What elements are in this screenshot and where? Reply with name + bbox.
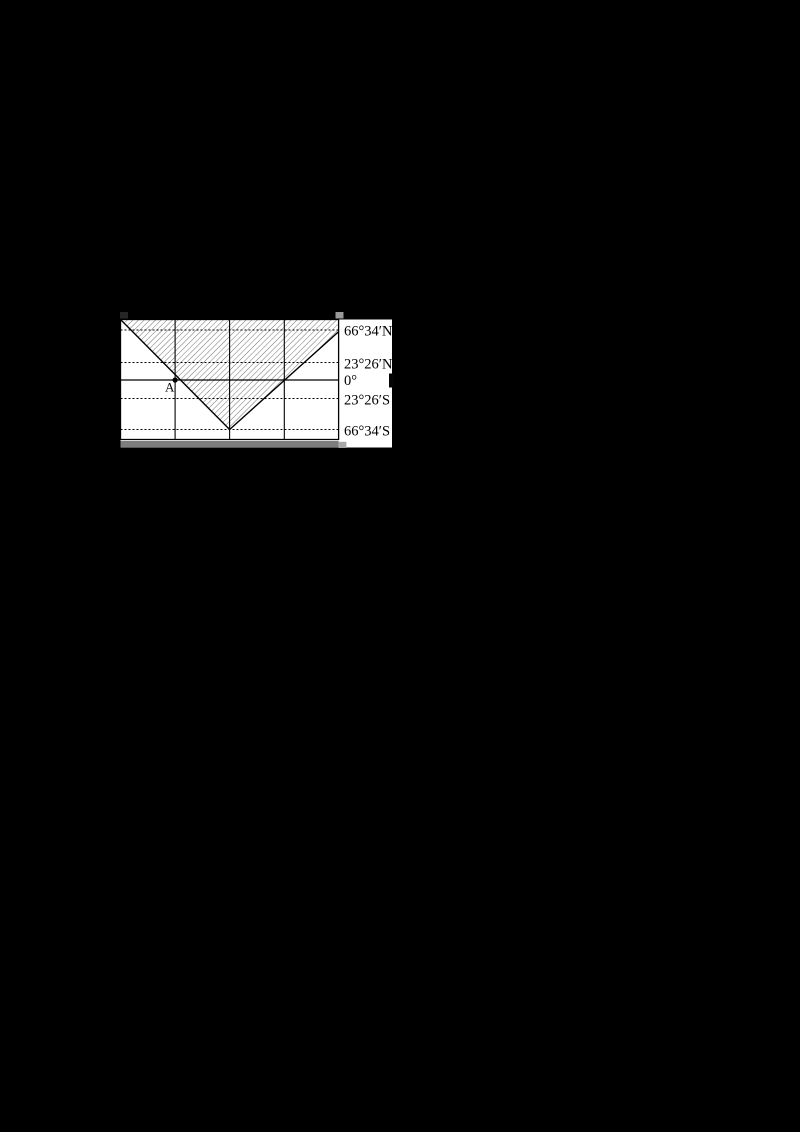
svg-text:0°: 0°: [344, 373, 357, 389]
svg-text:23°26′N: 23°26′N: [344, 356, 393, 372]
svg-text:A: A: [165, 380, 175, 395]
svg-text:66°34′N: 66°34′N: [344, 324, 393, 340]
svg-text:66°34′S: 66°34′S: [344, 423, 390, 439]
svg-text:23°26′S: 23°26′S: [344, 392, 390, 408]
